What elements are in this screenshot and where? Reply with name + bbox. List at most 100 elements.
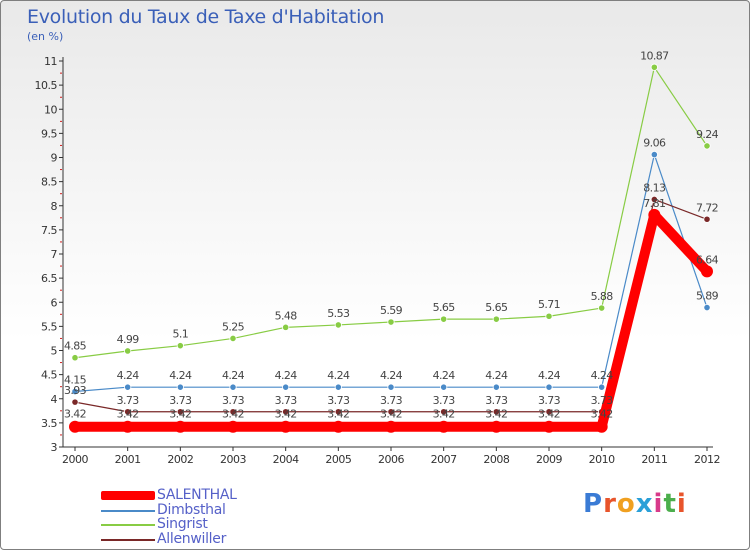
data-point-salenthal [332,420,345,433]
data-label-salenthal: 3.42 [169,408,191,421]
data-label-singrist: 4.85 [64,340,87,353]
legend-label-dimbsthal: Dimbsthal [157,502,226,518]
x-tick-label: 2012 [694,453,720,466]
y-tick-label: 4.5 [41,369,57,382]
brand-letter: r [603,489,617,519]
y-tick-label: 7 [51,248,58,261]
data-label-dimbsthal: 9.06 [643,137,666,150]
data-label-singrist: 5.48 [275,309,298,322]
legend-swatch-dimbsthal [101,510,155,512]
data-point-singrist [440,315,448,323]
data-point-allenwiller [176,408,184,416]
data-point-allenwiller [650,195,658,204]
data-label-allenwiller: 3.73 [485,394,508,407]
legend-item-singrist: Singrist [101,516,301,532]
y-tick-label: 11 [44,55,57,68]
data-point-allenwiller [282,408,290,416]
data-label-dimbsthal: 4.24 [327,369,350,382]
x-tick-label: 2007 [431,453,457,466]
data-point-salenthal [648,208,661,221]
x-tick-label: 2005 [325,453,351,466]
brand-letter: i [653,489,664,519]
legend-item-allenwiller: Allenwiller [101,531,301,547]
data-label-dimbsthal: 4.24 [169,369,192,382]
x-tick-label: 2003 [220,453,246,466]
data-label-singrist: 5.65 [433,301,456,314]
data-point-salenthal [490,420,503,433]
data-point-salenthal [121,420,134,433]
y-tick-label: 3 [51,441,58,454]
data-label-singrist: 5.59 [380,304,403,317]
data-label-singrist: 5.65 [485,301,508,314]
data-point-dimbsthal [229,383,237,391]
data-point-allenwiller [703,215,711,223]
data-point-singrist [282,323,290,331]
data-label-singrist: 5.1 [172,328,188,341]
data-label-singrist: 4.99 [117,333,140,346]
data-point-singrist [334,321,342,329]
data-point-dimbsthal [176,383,184,391]
data-point-singrist [71,354,79,362]
data-label-allenwiller: 3.73 [433,394,456,407]
data-point-singrist [124,347,132,355]
data-point-singrist [387,318,395,326]
data-point-dimbsthal [492,383,500,391]
data-point-dimbsthal [598,383,606,391]
y-tick-label: 6.5 [41,272,57,285]
data-point-allenwiller [545,408,553,416]
y-tick-label: 4 [51,393,58,406]
data-label-dimbsthal: 4.15 [64,374,87,387]
data-label-dimbsthal: 4.24 [433,369,456,382]
y-tick-label: 9 [51,152,58,165]
data-point-salenthal [279,420,292,433]
data-label-allenwiller: 3.73 [380,394,403,407]
data-point-singrist [229,334,237,343]
data-label-singrist: 5.25 [222,320,245,333]
data-label-allenwiller: 8.13 [643,181,666,194]
data-label-salenthal: 3.42 [433,408,455,421]
data-point-salenthal [227,420,239,433]
data-point-dimbsthal [124,383,132,391]
data-label-salenthal: 3.42 [327,408,349,421]
data-point-dimbsthal [440,383,448,391]
y-tick-label: 3.5 [41,417,57,430]
data-label-dimbsthal: 4.24 [485,369,508,382]
legend-item-dimbsthal: Dimbsthal [101,502,301,518]
series-line-dimbsthal [74,154,708,393]
brand-letter: i [676,489,687,519]
data-point-dimbsthal [545,383,553,391]
data-label-dimbsthal: 4.24 [380,369,403,382]
data-label-salenthal: 3.42 [538,408,560,421]
x-tick-label: 2010 [589,453,615,466]
data-point-dimbsthal [387,383,395,391]
data-label-salenthal: 3.42 [485,408,507,421]
data-label-salenthal: 3.42 [591,408,613,421]
legend-swatch-allenwiller [101,539,155,541]
data-point-singrist [176,342,184,350]
data-point-singrist [703,142,711,150]
x-tick-label: 2006 [378,453,404,466]
data-label-salenthal: 3.42 [64,408,86,421]
data-label-salenthal: 3.42 [275,408,297,421]
y-tick-label: 6 [51,296,58,309]
chart-title: Evolution du Taux de Taxe d'Habitation [27,6,385,28]
data-point-dimbsthal [650,151,658,159]
legend-label-singrist: Singrist [157,516,208,532]
data-label-allenwiller: 3.73 [591,394,614,407]
data-label-singrist: 10.87 [640,49,669,62]
brand-logo: Proxiti [583,489,687,519]
data-point-salenthal [595,420,608,433]
data-point-salenthal [69,420,81,433]
x-tick-label: 2004 [273,453,299,466]
data-label-dimbsthal: 4.24 [591,369,614,382]
data-point-dimbsthal [334,383,342,391]
data-point-allenwiller [492,408,500,416]
x-tick-label: 2008 [483,453,509,466]
data-point-allenwiller [387,408,395,416]
data-point-dimbsthal [282,383,290,391]
data-label-salenthal: 7.81 [643,197,665,210]
data-point-dimbsthal [703,303,711,312]
chart-subtitle: (en %) [27,30,64,43]
data-label-dimbsthal: 4.24 [222,369,245,382]
